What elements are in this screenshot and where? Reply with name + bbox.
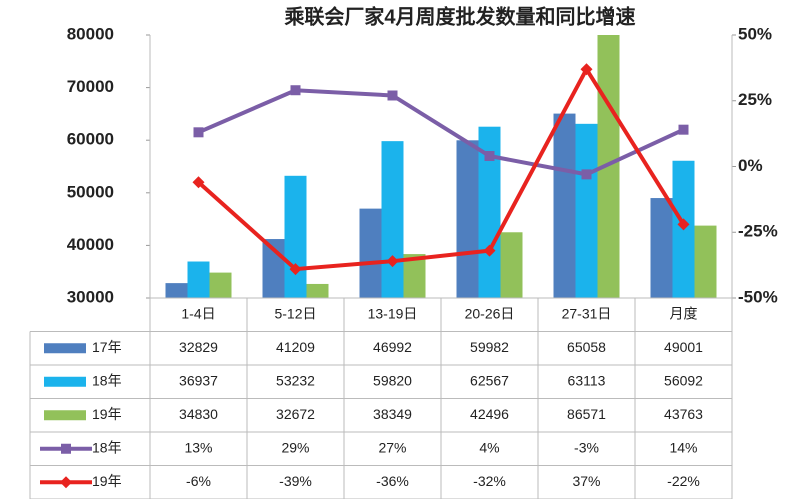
table-value: 59982 [470,339,509,355]
bar [403,254,426,298]
table-value: 13% [184,439,212,455]
line [197,88,685,177]
table-value: 65058 [567,339,606,355]
legend-swatch [44,376,86,387]
bar [381,141,404,298]
chart-title: 乘联会厂家4月周度批发数量和同比增速 [283,4,635,28]
marker [61,443,71,454]
table-value: 27% [378,439,406,455]
y2-tick-label: 0% [738,156,763,175]
table-value: 53232 [276,372,315,388]
y-tick-label: 30000 [67,287,114,306]
table-value: 32829 [179,339,218,355]
x-tick-label: 13-19日 [368,305,418,321]
table-value: 46992 [373,339,412,355]
legend-label: 19年 [92,473,122,489]
table-value: 32672 [276,406,315,422]
legend-label: 19年 [92,406,122,422]
table-value: 56092 [664,372,703,388]
x-tick-label: 27-31日 [562,305,612,321]
y2-tick-label: 50% [738,24,772,43]
bar [187,261,210,298]
table-value: 4% [479,439,499,455]
x-tick-label: 月度 [670,305,698,321]
table-value: 41209 [276,339,315,355]
marker [483,244,496,257]
marker [387,90,398,101]
table-value: 42496 [470,406,509,422]
bar [359,208,382,298]
table-value: 62567 [470,372,509,388]
marker [484,150,495,161]
table-value: -39% [279,473,312,489]
legend-swatch [44,410,86,421]
y2-tick-label: -50% [738,287,778,306]
y2-tick-label: 25% [738,90,772,109]
marker [581,169,592,180]
legend-label: 18年 [92,372,122,388]
marker [290,85,301,96]
marker [386,255,399,268]
table-value: -3% [574,439,599,455]
bar [575,123,598,298]
table-value: 14% [669,439,697,455]
y-tick-label: 70000 [67,77,114,96]
table-value: -32% [473,473,506,489]
legend-label: 17年 [92,339,122,355]
marker [289,263,302,276]
table-value: 86571 [567,406,606,422]
marker [192,176,205,189]
bar [456,140,479,298]
bar [165,283,188,298]
bar [500,232,523,298]
x-tick-label: 1-4日 [181,305,215,321]
table-value: 59820 [373,372,412,388]
marker [60,476,72,489]
bar [553,113,576,298]
y-tick-label: 80000 [67,24,114,43]
y-tick-label: 40000 [67,235,114,254]
y-tick-label: 60000 [67,130,114,149]
marker [677,218,690,231]
x-tick-label: 5-12日 [274,305,316,321]
table-value: -6% [186,473,211,489]
table-value: 38349 [373,406,412,422]
plot-area [165,35,717,298]
y-tick-label: 50000 [67,182,114,201]
table-value: 49001 [664,339,703,355]
marker [580,63,593,76]
table-value: 29% [281,439,309,455]
y2-tick-label: -25% [738,222,778,241]
legend-swatch [44,343,86,354]
bar [650,198,673,298]
x-tick-label: 20-26日 [465,305,515,321]
table-value: 36937 [179,372,218,388]
marker [678,124,689,135]
bar [597,35,620,298]
bar [209,272,232,298]
bar [306,283,329,298]
legend-label: 18年 [92,439,122,455]
table-value: -22% [667,473,700,489]
table-value: 34830 [179,406,218,422]
bar [478,126,501,298]
line [197,65,686,272]
bar [694,225,717,298]
table-value: -36% [376,473,409,489]
bar [284,175,307,298]
table-value: 63113 [568,372,606,388]
table-value: 43763 [664,406,703,422]
marker [193,127,204,138]
table-value: 37% [572,473,600,489]
